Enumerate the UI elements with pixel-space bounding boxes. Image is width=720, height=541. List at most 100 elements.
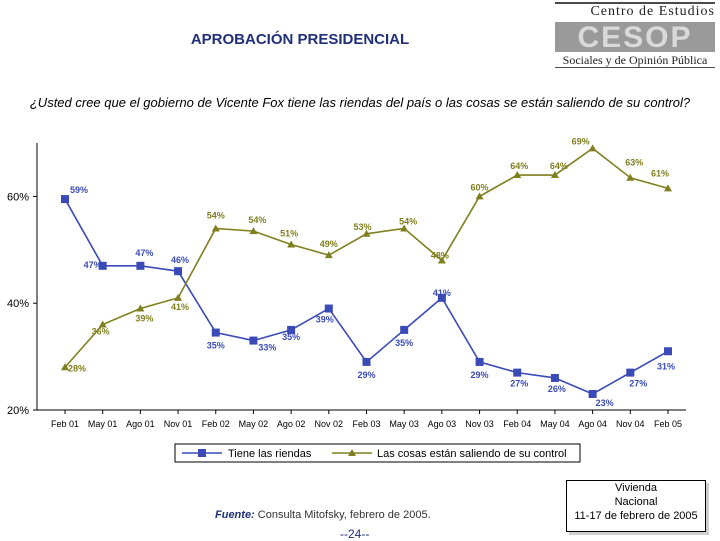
logo-block: CESOP [555, 21, 715, 54]
data-label: 64% [550, 161, 568, 171]
data-label: 46% [171, 255, 189, 265]
data-point [626, 173, 635, 181]
x-tick-label: Feb 05 [654, 419, 682, 429]
x-tick-label: Ago 04 [578, 419, 607, 429]
survey-question: ¿Usted cree que el gobierno de Vicente F… [29, 95, 691, 110]
data-point [437, 293, 446, 302]
data-point [400, 325, 409, 334]
legend-box [174, 443, 581, 463]
legend-swatch-marker [198, 449, 206, 457]
data-point [437, 256, 446, 264]
survey-info-line3: 11-17 de febrero de 2005 [574, 510, 698, 522]
data-point [249, 336, 258, 345]
x-tick-label: May 03 [389, 419, 419, 429]
data-point [324, 251, 333, 259]
data-point [513, 171, 522, 179]
data-label: 54% [248, 215, 266, 225]
data-label: 59% [70, 185, 88, 195]
data-point [98, 320, 107, 328]
x-tick-label: Nov 04 [616, 419, 645, 429]
data-label: 53% [353, 222, 371, 232]
data-label: 54% [399, 216, 417, 226]
data-point [287, 325, 296, 334]
data-point [249, 227, 258, 235]
x-tick-label: Feb 03 [352, 419, 380, 429]
data-point [287, 240, 296, 248]
source-label: Fuente: [215, 509, 255, 521]
data-point [362, 357, 371, 366]
data-label: 48% [431, 250, 449, 260]
data-label: 27% [510, 379, 528, 389]
x-tick-label: May 04 [540, 419, 570, 429]
data-point [588, 144, 597, 152]
data-point [550, 373, 559, 382]
data-point [664, 347, 672, 356]
data-point [211, 224, 220, 232]
legend-swatch-marker [348, 449, 356, 456]
data-label: 39% [316, 315, 334, 325]
data-label: 29% [357, 370, 375, 380]
x-tick-label: Ago 03 [428, 419, 457, 429]
data-point [475, 192, 484, 200]
data-label: 61% [651, 168, 669, 178]
data-label: 35% [282, 332, 300, 342]
data-point [211, 328, 220, 337]
x-tick-label: May 02 [239, 419, 269, 429]
data-label: 69% [572, 136, 590, 146]
x-tick-label: Nov 03 [465, 419, 494, 429]
data-label: 35% [395, 338, 413, 348]
data-point [550, 171, 559, 179]
x-tick-label: Nov 01 [164, 419, 193, 429]
data-label: 26% [548, 384, 566, 394]
data-label: 63% [625, 158, 643, 168]
x-tick-label: Feb 02 [202, 419, 230, 429]
data-label: 41% [171, 302, 189, 312]
data-label: 36% [92, 327, 110, 337]
cesop-logo: Centro de Estudios CESOP Sociales y de O… [555, 2, 715, 68]
page-number: --24-- [340, 527, 370, 541]
data-label: 33% [258, 343, 276, 353]
survey-info-box: Vivienda Nacional 11-17 de febrero de 20… [566, 480, 706, 532]
data-point [136, 304, 145, 312]
x-tick-label: Nov 02 [315, 419, 344, 429]
data-label: 49% [320, 239, 338, 249]
data-label: 47% [84, 260, 102, 270]
source-note: Fuente: Consulta Mitofsky, febrero de 20… [215, 509, 431, 521]
series-line [64, 147, 669, 368]
survey-info-line2: Nacional [614, 496, 658, 508]
data-label: 54% [207, 210, 225, 220]
data-point [513, 368, 522, 377]
data-point [174, 293, 183, 301]
data-point [475, 357, 484, 366]
logo-sub-text: Sociales y de Opinión Pública [562, 53, 708, 67]
data-point [664, 184, 672, 192]
x-tick-label: Feb 04 [503, 419, 531, 429]
x-tick-label: May 01 [88, 419, 118, 429]
data-point [98, 261, 107, 270]
y-tick-label: 20% [7, 405, 29, 417]
logo-top-rule [555, 2, 715, 4]
data-point [324, 304, 333, 313]
logo-bottom-rule [555, 67, 715, 68]
y-tick-label: 40% [7, 298, 29, 310]
logo-brand: CESOP [577, 21, 693, 54]
data-label: 35% [207, 341, 225, 351]
data-point [626, 368, 635, 377]
data-label: 64% [510, 161, 528, 171]
logo-top-text: Centro de Estudios [590, 4, 715, 19]
series-cosas-saliendo-de-control: 28% 36% 39% 41% 54% 54% 51% 49% 53% 54% 48% 60% 64% 6… [61, 136, 672, 373]
data-label: 60% [471, 182, 489, 192]
data-label: 28% [68, 363, 86, 373]
legend-label: Las cosas están saliendo de su control [377, 448, 567, 460]
data-label: 41% [433, 288, 451, 298]
data-point [174, 267, 183, 276]
x-tick-label: Ago 01 [126, 419, 155, 429]
data-label: 47% [135, 248, 153, 258]
data-label: 51% [280, 228, 298, 238]
data-label: 31% [657, 361, 675, 371]
approval-line-chart: 20% 40% 60% Feb 01 May 01 Ago 01 Nov 01 Feb 02 M… [7, 136, 686, 463]
series-tiene-las-riendas: 59% 47% 47% 46% 35% 33% 35% 39% 29% 35% 41% 29% 27% 2… [61, 185, 675, 408]
legend-label: Tiene las riendas [228, 448, 312, 460]
survey-info-line1: Vivienda [615, 482, 657, 494]
data-point [588, 389, 597, 398]
